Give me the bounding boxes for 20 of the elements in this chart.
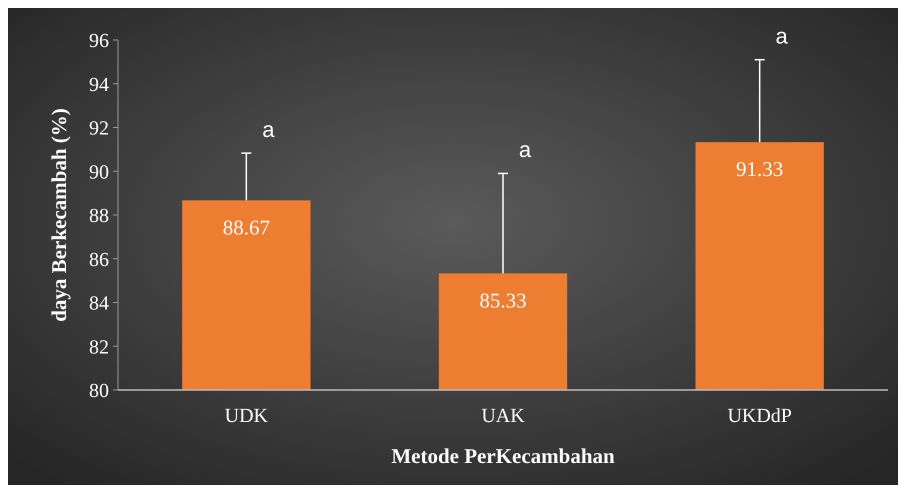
y-axis-title: daya Berkecambah (%): [47, 108, 71, 322]
annotation: a: [262, 116, 276, 142]
x-axis-title: Metode PerKecambahan: [391, 444, 615, 468]
annotation: a: [776, 23, 789, 48]
y-tick-label: 80: [89, 380, 109, 402]
x-tick-label: UKDdP: [727, 405, 792, 427]
y-tick-label: 92: [89, 118, 109, 140]
y-tick-label: 82: [89, 336, 109, 358]
y-tick-label: 84: [89, 292, 109, 314]
x-tick-label: UDK: [224, 405, 269, 427]
data-label: 88.67: [222, 215, 270, 240]
x-tick-label: UAK: [481, 405, 526, 427]
y-tick-label: 96: [89, 30, 109, 52]
y-tick-label: 94: [89, 74, 109, 96]
data-label: 85.33: [479, 288, 527, 312]
annotation: a: [518, 137, 532, 162]
y-tick-label: 90: [89, 161, 109, 184]
y-tick-label: 88: [89, 205, 109, 227]
data-label: 91.33: [736, 157, 784, 182]
y-tick-label: 86: [89, 248, 109, 271]
